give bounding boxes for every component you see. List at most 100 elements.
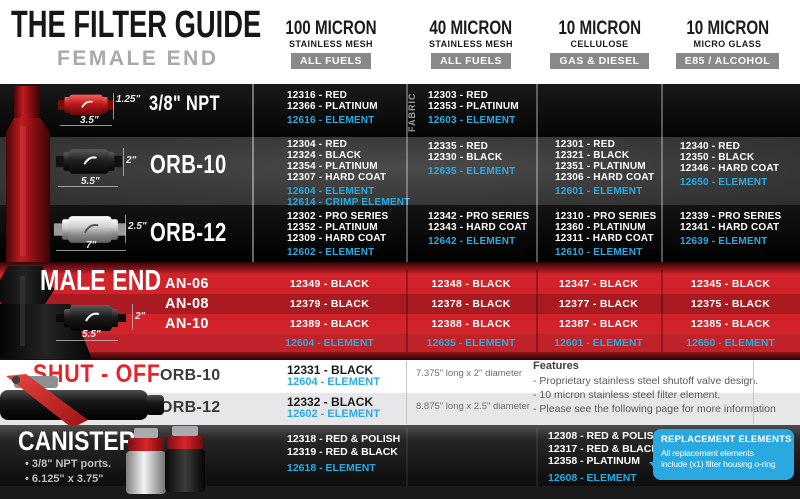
part-number: 12319 - RED & BLACK (287, 445, 398, 458)
part-number: 12307 - HARD COAT (287, 172, 387, 183)
male-end-title: MALE END (40, 265, 162, 297)
male-cell: 12345 - BLACK (690, 278, 771, 290)
male-element-cell: 12650 - ELEMENT (686, 337, 775, 349)
column-separator (536, 84, 538, 262)
element-number: 12603 - ELEMENT (428, 115, 516, 126)
row-npt-background (0, 84, 800, 137)
male-cell: 12379 - BLACK (289, 298, 370, 310)
element-number: 12635 - ELEMENT (428, 166, 516, 177)
column-header-40-micron: 40 MICRON STAINLESS MESH ALL FUELS (406, 19, 536, 69)
row-orb10-background (0, 137, 800, 205)
male-cell: 12375 - BLACK (690, 298, 771, 310)
element-number: 12642 - ELEMENT (428, 236, 516, 247)
part-number: 12340 - RED (680, 141, 741, 152)
dim-line (60, 125, 112, 126)
dim-line (113, 93, 114, 119)
shutoff-connector-orb10: ORB-10 (160, 367, 221, 384)
dim-line (58, 186, 118, 187)
male-row-an08-stripe (0, 294, 800, 314)
column-separator (406, 428, 408, 486)
dim-height: 2" (126, 155, 137, 166)
element-number: 12618 - ELEMENT (287, 462, 376, 474)
column-separator (661, 84, 663, 262)
part-number: 12342 - PRO SERIES (428, 211, 530, 222)
element-number: 12650 - ELEMENT (680, 177, 768, 188)
dim-line (123, 148, 124, 176)
aeromotive-logo-mark (83, 156, 97, 165)
male-end-top-fade (0, 262, 800, 274)
connector-label-orb12: ORB-12 (150, 217, 227, 247)
aeromotive-logo-mark (81, 100, 93, 108)
aeromotive-logo-mark (85, 312, 100, 322)
callout-title: REPLACEMENT ELEMENTS (661, 434, 792, 445)
element-number: 12604 - ELEMENT (287, 186, 375, 197)
shutoff-element: 12604 - ELEMENT (287, 376, 380, 388)
canister-photos (126, 426, 205, 494)
dim-height: 1.25" (116, 94, 141, 105)
parts-cell-orb12-100: 12302 - PRO SERIES 12352 - PLATINUM 12309 … (287, 211, 405, 258)
connector-label-orb10: ORB-10 (150, 149, 227, 179)
dim-line (125, 215, 126, 243)
parts-cell-orb10-cellulose: 12301 - RED 12321 - BLACK 12351 - PLATINUM… (555, 139, 660, 197)
canister-cell-100: 12318 - RED & POLISH 12319 - RED & BLACK … (287, 433, 407, 475)
dim-length: 5.5" (82, 329, 101, 340)
shutoff-row-orb10-background (0, 360, 800, 393)
features-title: Features (533, 360, 579, 372)
part-number: 12351 - PLATINUM (555, 161, 646, 172)
element-number: 12610 - ELEMENT (555, 247, 643, 258)
male-cell: 12349 - BLACK (289, 278, 370, 290)
male-cell: 12388 - BLACK (431, 318, 511, 330)
column-separator (536, 270, 538, 352)
row-label-an10: AN-10 (165, 316, 209, 332)
part-number: 12346 - HARD COAT (680, 163, 780, 174)
column-title: 40 MICRON (429, 18, 513, 39)
part-number: 12341 - HARD COAT (680, 222, 780, 233)
column-header-10-micron-micro-glass: 10 MICRON MICRO GLASS E85 / ALCOHOL (661, 19, 794, 69)
column-subtitle: STAINLESS MESH (429, 39, 513, 49)
male-cell: 12377 - BLACK (558, 298, 639, 310)
aeromotive-logo-mark (83, 224, 99, 234)
part-number: 12358 - PLATINUM (548, 455, 640, 467)
column-separator (661, 270, 663, 352)
part-number: 12304 - RED (287, 139, 348, 150)
column-separator (406, 84, 408, 262)
row-label-an08: AN-08 (165, 296, 209, 312)
part-number: 12311 - HARD COAT (555, 233, 654, 244)
fuel-badge: ALL FUELS (290, 53, 372, 69)
callout-line: All replacement elements (661, 448, 754, 458)
dim-length: 5.5" (81, 176, 100, 187)
part-number: 12321 - BLACK (555, 150, 630, 161)
column-separator (406, 270, 408, 352)
female-end-label: FEMALE END (57, 47, 219, 70)
shutoff-valve-photo (0, 374, 164, 428)
part-number: 12301 - RED (555, 139, 616, 150)
male-cell: 12387 - BLACK (558, 318, 639, 330)
column-subtitle: MICRO GLASS (693, 39, 762, 49)
spec-bullet: • 3/8" NPT ports. (25, 458, 112, 470)
canister-cell-cellulose: 12308 - RED & POLISH 12317 - RED & BLACK 1… (548, 430, 661, 484)
part-number: 12330 - BLACK (428, 152, 503, 163)
part-number: 12310 - PRO SERIES (555, 211, 657, 222)
dim-line (132, 304, 133, 330)
male-cell: 12347 - BLACK (558, 278, 639, 290)
feature-line: - Please see the following page for more… (533, 403, 776, 415)
row-label-an06: AN-06 (165, 276, 209, 292)
shutoff-dimensions: 7.375" long x 2" diameter (416, 368, 523, 379)
fuel-badge: GAS & DIESEL (550, 53, 649, 69)
parts-cell-orb10-40: 12335 - RED 12330 - BLACK 12635 - ELEMENT (428, 141, 535, 177)
male-element-cell: 12604 - ELEMENT (285, 337, 374, 349)
connector-label-npt: 3/8" NPT (149, 92, 220, 115)
element-number: 12601 - ELEMENT (555, 186, 643, 197)
part-number: 12366 - PLATINUM (287, 101, 378, 112)
canister-title: CANISTER (18, 426, 136, 456)
parts-cell-orb12-microglass: 12339 - PRO SERIES 12341 - HARD COAT 1263… (680, 211, 795, 247)
part-number: 12309 - HARD COAT (287, 233, 387, 244)
column-title: 10 MICRON (686, 18, 769, 39)
parts-cell-orb10-100: 12304 - RED 12324 - BLACK 12354 - PLATINUM… (287, 139, 410, 208)
shutoff-part: 12332 - BLACK (287, 395, 374, 409)
element-number: 12616 - ELEMENT (287, 115, 375, 126)
parts-cell-npt-100: 12316 - RED 12366 - PLATINUM 12616 - ELEM… (287, 90, 405, 126)
column-title: 100 MICRON (285, 18, 377, 39)
column-separator (753, 361, 754, 424)
